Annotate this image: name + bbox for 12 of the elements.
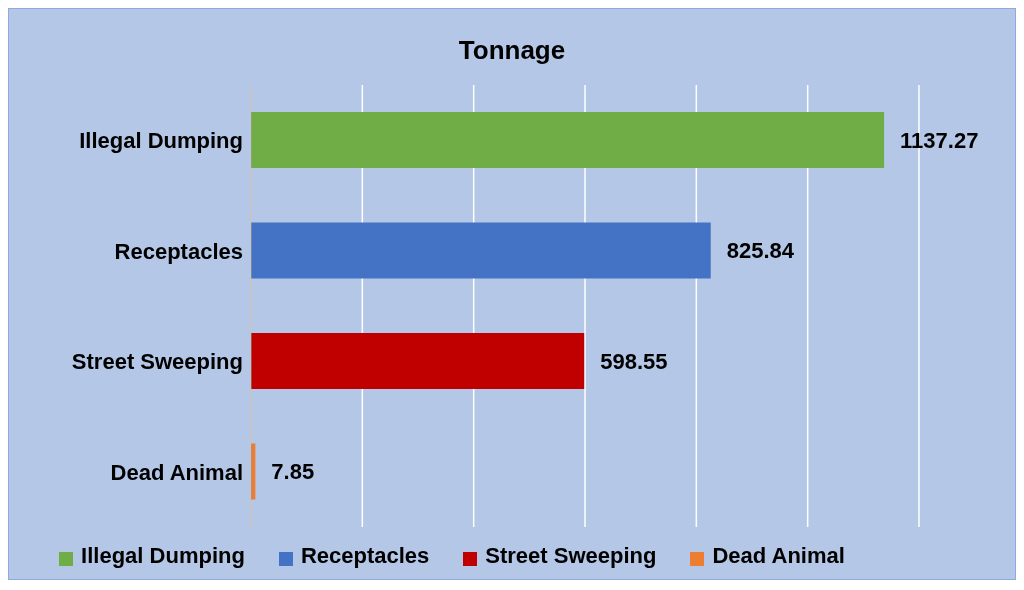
legend-label: Street Sweeping [485, 543, 657, 568]
y-tick-label: Dead Animal [110, 459, 243, 485]
chart-title: Tonnage [457, 34, 567, 67]
legend-label: Receptacles [300, 543, 430, 568]
y-tick-label: Illegal Dumping [79, 128, 243, 154]
y-tick-label: Receptacles [114, 238, 243, 264]
data-label: 1137.27 [900, 127, 979, 153]
data-label: 7.85 [271, 459, 315, 485]
y-tick-label: Street Sweeping [71, 349, 243, 375]
legend-label: Dead Animal [712, 543, 845, 568]
data-label: 825.84 [726, 238, 795, 264]
data-label: 598.55 [600, 348, 668, 374]
